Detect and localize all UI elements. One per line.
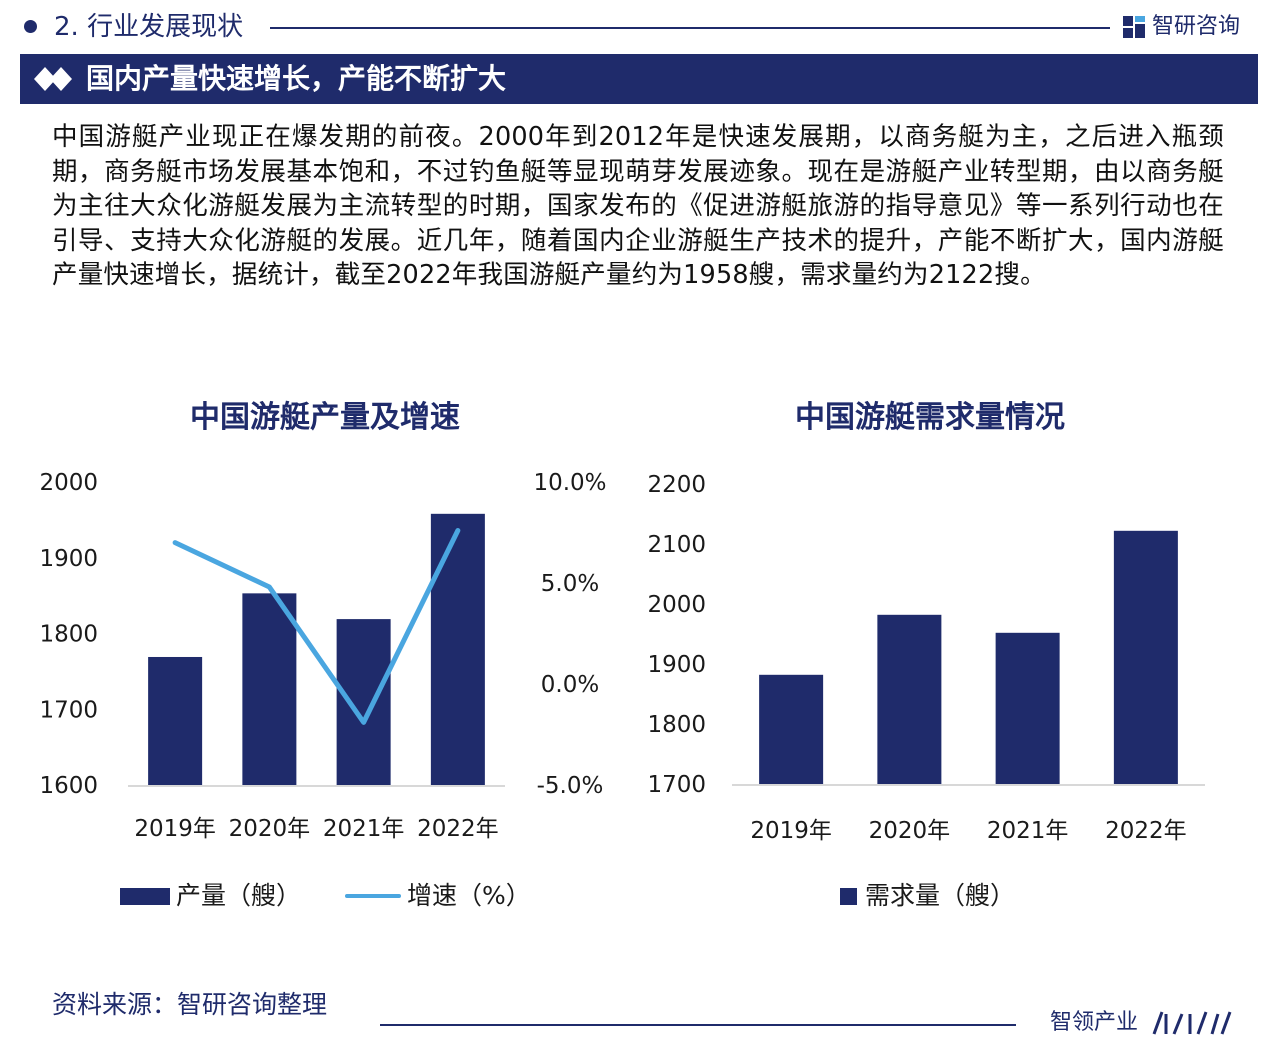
- demand-bar: [995, 632, 1060, 784]
- x-tick-label: 2021年: [323, 816, 405, 842]
- diamond-icon: [34, 67, 72, 91]
- y-tick-label: 2200: [647, 472, 706, 498]
- y-tick-label: 2100: [647, 532, 706, 558]
- section-banner: 国内产量快速增长，产能不断扩大: [20, 54, 1258, 104]
- source-note: 资料来源：智研咨询整理: [52, 990, 328, 1019]
- demand-bar: [759, 674, 824, 784]
- production-bar: [148, 656, 203, 785]
- demand-chart: 1700 1800 1900 2000 2100 2200 2019年 2020年 2021年 2…: [647, 472, 1205, 844]
- production-bar: [430, 513, 485, 785]
- y-tick-label: 2000: [647, 592, 706, 618]
- legend-demand: 需求量（艘）: [840, 880, 1015, 912]
- footer-brand: 智领产业: [1050, 1010, 1139, 1035]
- y-right-tick-label: 10.0%: [533, 470, 606, 496]
- legend-demand-swatch: [840, 887, 857, 905]
- intro-paragraph: 中国游艇产业现正在爆发期的前夜。2000年到2012年是快速发展期，以商务艇为主…: [52, 122, 1224, 291]
- production-bar: [242, 593, 297, 785]
- header-divider: [270, 27, 1110, 29]
- legend-demand-label: 需求量（艘）: [865, 881, 1016, 910]
- y-right-tick-label: 0.0%: [541, 672, 599, 698]
- production-chart: 1600 1700 1800 1900 2000 -5.0% 0.0% 5.0% 10.0% 20…: [39, 470, 606, 842]
- banner-title: 国内产量快速增长，产能不断扩大: [86, 62, 507, 95]
- growth-line: [172, 527, 461, 725]
- y-right-tick-label: -5.0%: [537, 773, 604, 799]
- x-tick-label: 2021年: [987, 818, 1069, 844]
- y-left-tick-label: 1800: [39, 622, 98, 648]
- section-title: 2. 行业发展现状: [54, 12, 244, 42]
- y-tick-label: 1900: [647, 652, 706, 678]
- demand-bar: [1113, 530, 1178, 784]
- footer-divider: [380, 1024, 1016, 1026]
- x-tick-label: 2020年: [869, 818, 951, 844]
- demand-bar: [877, 614, 942, 784]
- x-tick-label: 2022年: [417, 816, 499, 842]
- y-tick-label: 1800: [647, 712, 706, 738]
- y-left-tick-label: 1700: [39, 697, 98, 723]
- brand: 智研咨询: [1122, 12, 1240, 42]
- production-bar: [336, 619, 391, 785]
- x-tick-label: 2019年: [134, 816, 216, 842]
- brand-name: 智研咨询: [1152, 14, 1241, 39]
- legend-growth: 增速（%）: [345, 880, 531, 912]
- x-tick-label: 2022年: [1105, 818, 1187, 844]
- x-tick-label: 2019年: [750, 818, 832, 844]
- footer-logo-icon: [1152, 1011, 1232, 1035]
- y-left-tick-label: 1900: [39, 546, 98, 572]
- y-right-tick-label: 5.0%: [541, 571, 599, 597]
- x-tick-label: 2020年: [229, 816, 311, 842]
- legend-growth-label: 增速（%）: [407, 881, 531, 910]
- legend-bar-swatch: [120, 887, 170, 905]
- top-header: 2. 行业发展现状 智研咨询: [0, 0, 1270, 52]
- y-left-tick-label: 2000: [39, 470, 98, 496]
- y-tick-label: 1700: [647, 772, 706, 798]
- legend-production: 产量（艘）: [120, 880, 301, 912]
- section-bullet: [24, 20, 37, 33]
- legend-production-label: 产量（艘）: [176, 881, 302, 910]
- chart-title-demand: 中国游艇需求量情况: [795, 400, 1065, 435]
- legend-line-swatch: [345, 894, 401, 898]
- y-left-tick-label: 1600: [39, 773, 98, 799]
- brand-logo-icon: [1123, 16, 1145, 38]
- chart-title-production: 中国游艇产量及增速: [190, 400, 460, 435]
